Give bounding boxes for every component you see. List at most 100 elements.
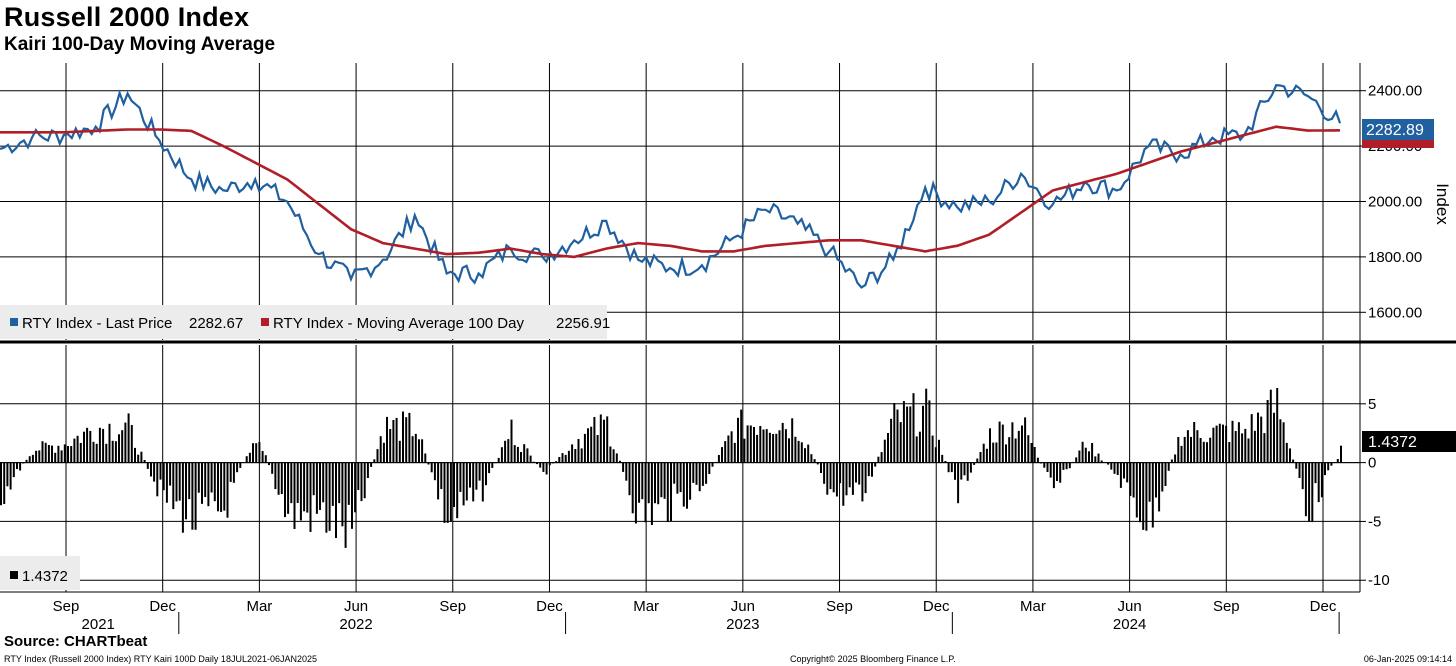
- kairi-bar: [1308, 462, 1311, 522]
- kairi-bar: [743, 438, 746, 463]
- kairi-bar: [1059, 462, 1062, 483]
- x-month-label: Sep: [826, 598, 853, 615]
- kairi-bar: [1237, 422, 1240, 463]
- kairi-bar: [351, 462, 353, 529]
- kairi-bar: [92, 441, 95, 463]
- kairi-bar: [717, 455, 720, 463]
- kairi-bar: [698, 462, 701, 492]
- kairi-bar: [947, 462, 950, 473]
- kairi-bar: [446, 462, 449, 523]
- kairi-bar: [150, 462, 152, 477]
- kairi-bar: [571, 444, 574, 463]
- kairi-bar: [1320, 462, 1323, 498]
- kairi-bar: [376, 449, 379, 463]
- kairi-bar: [172, 462, 175, 510]
- kairi-bar: [1193, 422, 1196, 463]
- kairi-bar: [76, 435, 79, 463]
- kairi-bar: [555, 461, 558, 463]
- kairi-bar: [654, 462, 656, 504]
- kairi-bar: [587, 428, 589, 463]
- kairi-bar: [70, 446, 73, 463]
- kairi-bar: [41, 441, 44, 463]
- kairi-bar: [628, 462, 631, 496]
- kairi-bar: [386, 416, 388, 463]
- kairi-bar: [226, 462, 229, 518]
- kairi-bar: [711, 462, 714, 467]
- top-ytick-label: 1600.00: [1368, 304, 1422, 321]
- kairi-bar: [299, 462, 302, 521]
- kairi-bar: [746, 425, 749, 463]
- kairi-bar: [1253, 430, 1256, 463]
- kairi-bar: [1139, 462, 1141, 523]
- top-ytick-label: 2000.00: [1368, 194, 1422, 211]
- kairi-bar: [887, 433, 889, 463]
- kairi-bar: [708, 462, 711, 474]
- y-axis-label: Index: [1433, 183, 1452, 225]
- kairi-bar: [858, 462, 861, 485]
- kairi-bar: [1311, 462, 1314, 523]
- kairi-bar: [124, 422, 127, 463]
- kairi-bar: [347, 462, 350, 505]
- kairi-bar: [341, 462, 344, 527]
- kairi-bar: [1116, 462, 1119, 475]
- kairi-bar: [768, 432, 771, 463]
- kairi-bar: [185, 462, 187, 520]
- kairi-bar: [816, 462, 819, 465]
- kairi-bar: [1324, 462, 1326, 476]
- kairi-bar: [871, 462, 873, 477]
- kairi-bar: [271, 462, 274, 474]
- kairi-bar: [440, 462, 443, 489]
- kairi-bar: [373, 459, 376, 463]
- kairi-bar: [1199, 438, 1202, 463]
- x-month-label: Dec: [923, 598, 950, 615]
- kairi-bar: [1295, 462, 1298, 469]
- kairi-bar: [1209, 437, 1212, 463]
- kairi-bar: [156, 462, 159, 497]
- kairi-bar: [1212, 427, 1215, 463]
- kairi-bar: [127, 413, 130, 463]
- kairi-bar: [357, 462, 360, 490]
- kairi-bar: [1196, 430, 1199, 463]
- kairi-bar: [178, 462, 181, 501]
- source-note: Source: CHARTbeat: [4, 633, 148, 650]
- kairi-bar: [194, 462, 197, 530]
- kairi-bar: [845, 462, 848, 496]
- kairi-bar: [382, 442, 385, 463]
- kairi-bar: [402, 411, 404, 463]
- x-month-label: Jun: [1118, 598, 1142, 615]
- kairi-bar: [1036, 457, 1039, 463]
- bottom-ytick-label: -10: [1368, 572, 1390, 589]
- kairi-bar: [159, 462, 162, 480]
- kairi-bar: [851, 462, 854, 495]
- kairi-bar: [877, 456, 880, 463]
- kairi-bar: [1180, 445, 1183, 463]
- kairi-bar: [724, 441, 727, 463]
- kairi-bar: [98, 427, 101, 463]
- kairi-bar: [753, 427, 755, 463]
- kairi-bar: [526, 448, 529, 463]
- kairi-bar: [430, 462, 433, 473]
- kairi-bar: [1330, 462, 1333, 466]
- kairi-bar: [992, 442, 995, 463]
- kairi-bar: [922, 405, 924, 463]
- kairi-bar: [1008, 437, 1011, 463]
- bottom-ytick-label: 5: [1368, 396, 1376, 413]
- kairi-bar: [118, 434, 120, 463]
- kairi-bar: [309, 462, 312, 532]
- kairi-bar: [1225, 425, 1228, 463]
- kairi-bar: [567, 450, 570, 463]
- kairi-bar: [1314, 462, 1317, 484]
- kairi-bar: [1167, 462, 1170, 471]
- kairi-bar: [1206, 442, 1208, 463]
- kairi-bar: [615, 453, 618, 463]
- kairi-bar: [437, 462, 440, 500]
- kairi-bar: [784, 429, 787, 463]
- kairi-bar: [1247, 438, 1250, 463]
- kairi-bar: [223, 462, 226, 511]
- kairi-bar: [44, 442, 47, 463]
- kairi-bar: [239, 462, 242, 468]
- kairi-bar: [954, 462, 956, 480]
- legend-price-name: RTY Index - Last Price: [22, 315, 172, 332]
- kairi-bar: [1033, 447, 1036, 463]
- kairi-bar: [622, 462, 625, 472]
